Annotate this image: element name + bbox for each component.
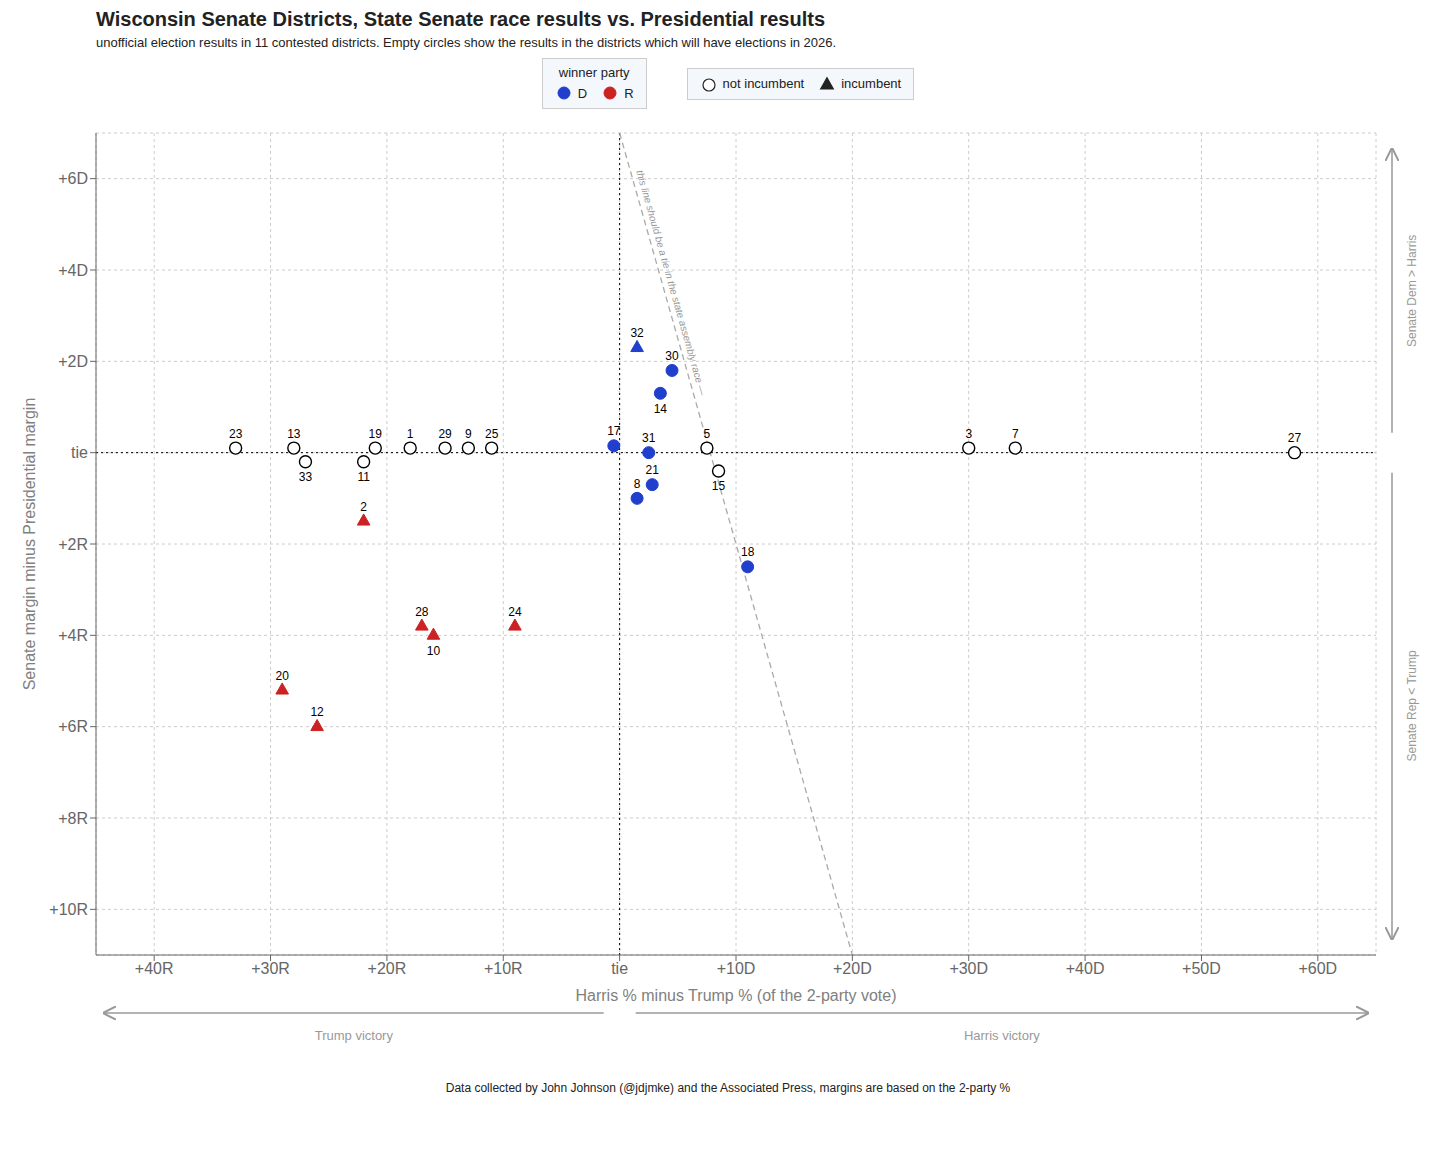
- svg-text:1: 1: [407, 427, 414, 441]
- svg-text:28: 28: [415, 605, 429, 619]
- svg-text:+20D: +20D: [833, 960, 872, 977]
- svg-text:32: 32: [630, 326, 644, 340]
- svg-text:13: 13: [287, 427, 301, 441]
- html-text:unofficial election results in: unofficial election results in 11 contes…: [96, 35, 837, 50]
- svg-text:12: 12: [310, 705, 324, 719]
- svg-text:+30D: +30D: [949, 960, 988, 977]
- svg-text:9: 9: [465, 427, 472, 441]
- svg-text:24: 24: [508, 605, 522, 619]
- svg-text:+2D: +2D: [58, 353, 88, 370]
- svg-text:33: 33: [299, 470, 313, 484]
- svg-text:17: 17: [607, 424, 621, 438]
- html-text:incumbent: incumbent: [841, 76, 902, 91]
- svg-text:+6D: +6D: [58, 170, 88, 187]
- html-text:Data collected by John Johnson: Data collected by John Johnson (@jdjmke)…: [445, 1081, 1011, 1095]
- svg-text:2: 2: [360, 500, 367, 514]
- svg-text:+4R: +4R: [58, 627, 88, 644]
- svg-text:10: 10: [427, 644, 441, 658]
- svg-text:+6R: +6R: [58, 718, 88, 735]
- svg-text:+10R: +10R: [484, 960, 523, 977]
- svg-text:+50D: +50D: [1182, 960, 1221, 977]
- svg-text:+20R: +20R: [368, 960, 407, 977]
- html-text:R: R: [624, 85, 634, 101]
- svg-text:23: 23: [229, 427, 243, 441]
- svg-text:+4D: +4D: [58, 262, 88, 279]
- svg-text:18: 18: [741, 545, 755, 559]
- svg-text:+60D: +60D: [1298, 960, 1337, 977]
- svg-text:25: 25: [485, 427, 499, 441]
- html-text:not incumbent: not incumbent: [722, 76, 805, 91]
- svg-text:+30R: +30R: [251, 960, 290, 977]
- svg-text:27: 27: [1288, 431, 1302, 445]
- svg-text:14: 14: [654, 402, 668, 416]
- svg-text:5: 5: [704, 427, 711, 441]
- html-text:winner party: winner party: [558, 65, 630, 80]
- svg-text:Senate Rep < Trump: Senate Rep < Trump: [1405, 650, 1419, 761]
- svg-text:8: 8: [634, 477, 641, 491]
- svg-text:30: 30: [665, 349, 679, 363]
- svg-text:31: 31: [642, 431, 656, 445]
- svg-text:+8R: +8R: [58, 810, 88, 827]
- svg-text:+2R: +2R: [58, 536, 88, 553]
- svg-text:tie: tie: [611, 960, 628, 977]
- svg-text:Senate margin minus Presidenti: Senate margin minus Presidential margin: [21, 398, 38, 691]
- svg-text:+40D: +40D: [1066, 960, 1105, 977]
- svg-text:+10R: +10R: [49, 901, 88, 918]
- svg-text:Harris % minus Trump % (of the: Harris % minus Trump % (of the 2-party v…: [576, 987, 897, 1004]
- html-text:Wisconsin Senate Districts, St: Wisconsin Senate Districts, State Senate…: [96, 8, 825, 30]
- svg-text:Trump victory: Trump victory: [315, 1028, 394, 1043]
- html-text:D: D: [577, 85, 588, 101]
- svg-text:7: 7: [1012, 427, 1019, 441]
- svg-text:19: 19: [369, 427, 383, 441]
- svg-text:3: 3: [965, 427, 972, 441]
- svg-text:21: 21: [646, 463, 660, 477]
- svg-text:Harris victory: Harris victory: [964, 1028, 1040, 1043]
- svg-text:29: 29: [438, 427, 452, 441]
- svg-text:this line should be a tie in t: this line should be a tie in the state a…: [634, 169, 708, 398]
- svg-text:+40R: +40R: [135, 960, 174, 977]
- svg-text:11: 11: [357, 470, 370, 484]
- svg-text:20: 20: [276, 669, 290, 683]
- svg-text:tie: tie: [71, 444, 88, 461]
- svg-text:Senate Dem > Harris: Senate Dem > Harris: [1405, 235, 1419, 347]
- svg-text:+10D: +10D: [717, 960, 756, 977]
- svg-text:15: 15: [712, 479, 726, 493]
